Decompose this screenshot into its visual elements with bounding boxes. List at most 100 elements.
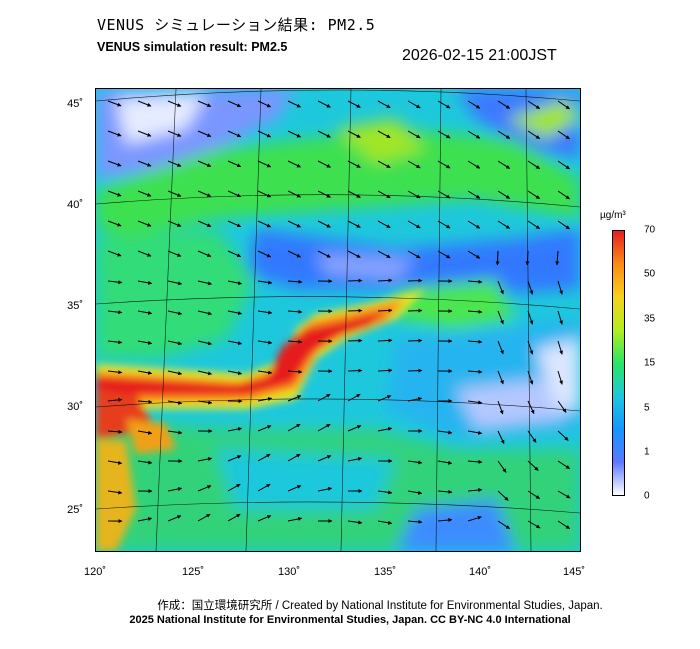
wind-arrow	[437, 220, 451, 229]
wind-arrow	[107, 220, 122, 227]
wind-arrow	[377, 100, 391, 109]
wind-arrow	[257, 453, 271, 462]
colorbar	[612, 230, 625, 496]
wind-arrow	[557, 520, 571, 530]
wind-arrow	[287, 250, 301, 258]
wind-arrow	[137, 130, 152, 137]
wind-arrow	[437, 460, 453, 465]
wind-arrow	[497, 130, 511, 139]
colorbar-tick: 5	[644, 402, 650, 414]
wind-arrow	[347, 368, 363, 373]
lon-tick-label: 125˚	[181, 566, 205, 578]
wind-arrow	[287, 453, 301, 462]
wind-arrow	[287, 423, 301, 432]
wind-arrow	[137, 190, 152, 197]
wind-arrow	[377, 368, 393, 373]
lat-tick-label: 45˚	[67, 98, 83, 110]
wind-arrow	[107, 100, 122, 107]
wind-arrow	[317, 455, 332, 462]
wind-arrow	[137, 160, 152, 167]
wind-arrow	[527, 130, 541, 140]
wind-arrow	[227, 340, 243, 346]
colorbar-unit: µg/m³	[600, 210, 626, 221]
wind-arrow	[107, 490, 123, 495]
wind-arrow	[257, 370, 273, 375]
wind-arrow	[227, 455, 242, 462]
wind-arrow	[527, 280, 534, 295]
wind-arrow	[137, 250, 152, 257]
wind-arrow	[557, 430, 569, 441]
wind-arrow	[347, 278, 363, 283]
wind-arrow	[347, 393, 361, 402]
wind-arrow	[137, 280, 153, 285]
wind-arrow	[407, 519, 423, 524]
wind-arrow	[167, 370, 183, 376]
wind-arrow	[137, 460, 153, 465]
wind-arrow	[317, 100, 331, 108]
wind-arrow	[497, 100, 511, 109]
wind-arrow	[377, 426, 393, 432]
wind-arrow	[347, 338, 363, 343]
wind-arrow	[107, 280, 123, 285]
wind-arrow	[437, 100, 451, 109]
wind-arrow	[377, 160, 391, 169]
wind-arrow	[407, 220, 421, 229]
wind-arrow	[227, 250, 242, 258]
wind-arrow	[317, 423, 331, 432]
wind-arrow	[167, 340, 183, 346]
wind-arrow	[377, 130, 391, 139]
wind-arrow	[407, 190, 421, 199]
wind-arrow	[407, 368, 423, 373]
wind-arrow	[527, 100, 541, 110]
wind-arrow	[197, 400, 213, 405]
wind-arrow	[227, 310, 243, 316]
wind-arrow	[497, 490, 509, 501]
wind-arrow	[497, 310, 504, 325]
wind-arrow	[467, 488, 483, 493]
wind-arrow	[377, 338, 393, 343]
wind-arrow	[167, 190, 182, 197]
wind-arrow	[437, 430, 453, 435]
wind-arrow	[227, 427, 243, 432]
wind-arrow	[197, 160, 212, 167]
wind-arrow	[437, 518, 453, 523]
wind-arrow	[197, 340, 212, 346]
wind-arrow	[317, 220, 331, 228]
colorbar-tick: 70	[644, 224, 656, 236]
wind-arrow	[467, 190, 481, 199]
wind-arrow	[257, 220, 272, 228]
wind-arrow	[227, 130, 242, 138]
wind-arrow	[437, 160, 451, 169]
wind-arrow	[287, 516, 303, 522]
lon-tick-label: 120˚	[83, 566, 107, 578]
wind-arrow	[407, 460, 423, 465]
wind-arrow	[107, 310, 123, 315]
wind-arrow	[497, 400, 504, 415]
wind-arrow	[287, 190, 301, 198]
wind-arrow	[377, 520, 393, 525]
wind-arrow	[257, 515, 272, 522]
wind-arrow	[527, 490, 541, 500]
wind-arrow	[107, 429, 123, 434]
wind-arrow	[257, 397, 273, 402]
wind-arrow	[557, 490, 571, 499]
wind-arrow	[407, 338, 423, 343]
wind-arrow	[197, 220, 212, 227]
wind-arrow	[347, 130, 361, 138]
wind-arrow	[167, 487, 183, 492]
colorbar-tick: 50	[644, 268, 656, 280]
colorbar-tick: 0	[644, 490, 650, 502]
wind-arrow	[197, 100, 212, 107]
colorbar-tick: 1	[644, 446, 650, 458]
wind-arrow	[287, 485, 302, 492]
wind-arrow	[377, 308, 393, 313]
lat-tick-label: 35˚	[67, 300, 83, 312]
wind-arrow	[557, 190, 570, 200]
wind-arrow	[497, 520, 511, 530]
wind-arrow	[137, 310, 153, 315]
wind-arrow	[137, 220, 152, 227]
wind-arrow	[137, 517, 153, 522]
lat-tick-label: 40˚	[67, 199, 83, 211]
wind-arrow	[467, 160, 481, 169]
wind-arrow	[497, 460, 507, 473]
